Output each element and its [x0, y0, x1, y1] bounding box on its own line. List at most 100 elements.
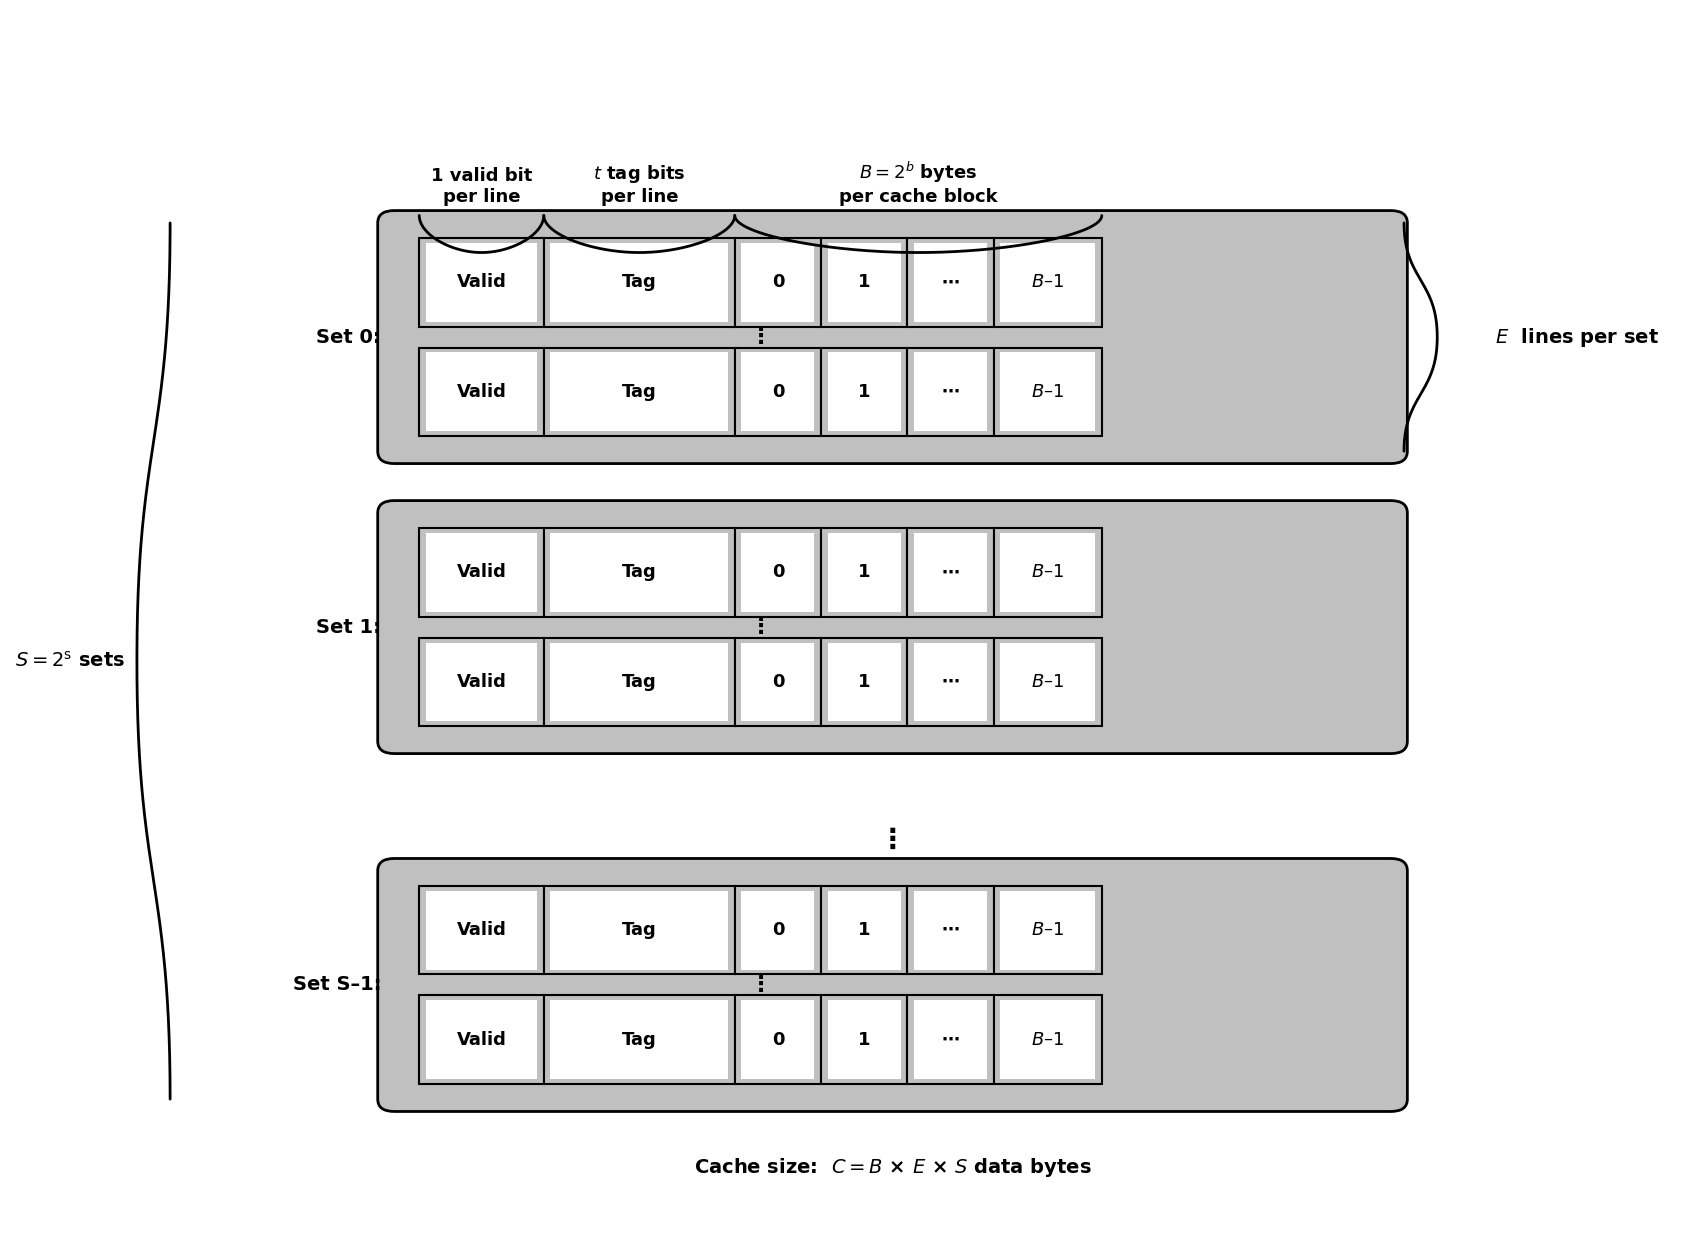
Bar	[419, 638, 544, 726]
Bar	[742, 643, 813, 721]
Bar	[827, 1001, 900, 1080]
Bar	[999, 891, 1095, 970]
Bar	[735, 237, 820, 327]
Bar	[827, 242, 900, 322]
Text: Set S–1:: Set S–1:	[292, 976, 380, 995]
Bar	[419, 347, 544, 437]
Text: $S = 2^{\mathsf{s}}$ sets: $S = 2^{\mathsf{s}}$ sets	[15, 651, 126, 671]
Text: Valid: Valid	[457, 383, 506, 401]
Bar	[907, 237, 994, 327]
Bar	[994, 886, 1101, 975]
Text: ⋮: ⋮	[878, 826, 905, 854]
Bar	[419, 528, 544, 617]
FancyBboxPatch shape	[377, 500, 1407, 754]
Bar	[914, 891, 987, 970]
Bar	[914, 533, 987, 612]
Text: Tag: Tag	[622, 673, 656, 691]
Bar	[742, 891, 813, 970]
Bar	[426, 242, 537, 322]
Text: Tag: Tag	[622, 383, 656, 401]
Text: Set 0:: Set 0:	[315, 327, 380, 347]
Bar	[742, 1001, 813, 1080]
Text: Valid: Valid	[457, 673, 506, 691]
Text: Cache size:  $C = B$ × $E$ × $S$ data bytes: Cache size: $C = B$ × $E$ × $S$ data byt…	[694, 1156, 1091, 1178]
Bar	[827, 533, 900, 612]
Text: $B–1$: $B–1$	[1030, 563, 1064, 582]
Bar	[994, 528, 1101, 617]
FancyBboxPatch shape	[377, 211, 1407, 463]
Bar	[419, 996, 544, 1085]
Bar	[999, 1001, 1095, 1080]
Text: 0: 0	[771, 273, 784, 291]
Bar	[827, 352, 900, 432]
Bar	[999, 533, 1095, 612]
Bar	[735, 638, 820, 726]
Bar	[914, 352, 987, 432]
Bar	[544, 347, 735, 437]
Text: $E$  lines per set: $E$ lines per set	[1495, 326, 1659, 348]
Text: $B = 2^{b}$ bytes
per cache block: $B = 2^{b}$ bytes per cache block	[839, 160, 997, 206]
Bar	[994, 638, 1101, 726]
Text: 1: 1	[858, 921, 870, 938]
Bar	[426, 1001, 537, 1080]
Bar	[820, 638, 907, 726]
Bar	[742, 352, 813, 432]
Bar	[999, 643, 1095, 721]
Text: Tag: Tag	[622, 563, 656, 582]
Bar	[994, 996, 1101, 1085]
Bar	[426, 533, 537, 612]
Bar	[907, 528, 994, 617]
Text: ⋯: ⋯	[941, 383, 960, 401]
Text: Valid: Valid	[457, 921, 506, 938]
Text: Tag: Tag	[622, 1031, 656, 1048]
Bar	[999, 242, 1095, 322]
Bar	[735, 886, 820, 975]
Text: $B–1$: $B–1$	[1030, 273, 1064, 291]
Text: 0: 0	[771, 673, 784, 691]
Text: Valid: Valid	[457, 1031, 506, 1048]
Bar	[551, 1001, 728, 1080]
Text: Tag: Tag	[622, 921, 656, 938]
Bar	[419, 237, 544, 327]
Bar	[914, 242, 987, 322]
Bar	[999, 352, 1095, 432]
Text: $B–1$: $B–1$	[1030, 921, 1064, 938]
Bar	[742, 533, 813, 612]
Bar	[551, 533, 728, 612]
Bar	[907, 347, 994, 437]
Bar	[735, 996, 820, 1085]
Bar	[742, 242, 813, 322]
Text: 0: 0	[771, 921, 784, 938]
Bar	[551, 352, 728, 432]
Text: 1: 1	[858, 383, 870, 401]
Text: ⋯: ⋯	[941, 921, 960, 938]
Bar	[994, 347, 1101, 437]
Bar	[544, 886, 735, 975]
Bar	[827, 891, 900, 970]
Text: $t$ tag bits
per line: $t$ tag bits per line	[593, 162, 685, 206]
Text: ⋯: ⋯	[941, 1031, 960, 1048]
Bar	[820, 528, 907, 617]
Bar	[907, 886, 994, 975]
Bar	[820, 237, 907, 327]
Bar	[914, 643, 987, 721]
Text: 0: 0	[771, 1031, 784, 1048]
Text: $B–1$: $B–1$	[1030, 383, 1064, 401]
Bar	[820, 886, 907, 975]
Text: 1: 1	[858, 273, 870, 291]
Text: ⋮: ⋮	[748, 617, 771, 636]
Bar	[820, 347, 907, 437]
Text: Set 1:: Set 1:	[315, 618, 380, 636]
Bar	[735, 347, 820, 437]
Bar	[544, 996, 735, 1085]
Bar	[426, 643, 537, 721]
Bar	[907, 996, 994, 1085]
Bar	[735, 528, 820, 617]
Bar	[907, 638, 994, 726]
Bar	[544, 528, 735, 617]
Text: ⋯: ⋯	[941, 563, 960, 582]
Text: Tag: Tag	[622, 273, 656, 291]
Bar	[914, 1001, 987, 1080]
Bar	[994, 237, 1101, 327]
Bar	[419, 886, 544, 975]
